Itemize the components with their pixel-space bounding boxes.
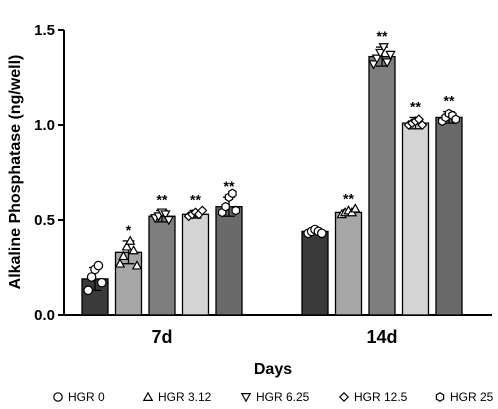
x-axis-title: Days	[254, 361, 292, 378]
data-point	[97, 277, 107, 288]
bar	[301, 230, 329, 316]
category-labels: 7d 14d	[151, 327, 397, 347]
bar	[435, 116, 463, 316]
data-point	[128, 244, 139, 255]
legend-item: HGR 6.25	[240, 390, 310, 404]
data-point	[417, 119, 428, 131]
data-point	[228, 188, 237, 199]
data-point	[221, 201, 230, 212]
data-point	[375, 48, 386, 59]
data-point	[385, 50, 396, 61]
bars	[81, 46, 463, 316]
category-label: 7d	[151, 327, 172, 347]
legend-label: HGR 0	[68, 390, 105, 404]
significance-label: **	[224, 178, 235, 194]
y-axis-title: Alkaline Phosphatase (ng/well)	[7, 55, 24, 290]
y-tick-label: 0.0	[34, 307, 55, 324]
significance-label: **	[343, 191, 354, 207]
data-point	[240, 393, 252, 403]
data-point	[338, 391, 350, 403]
data-point	[381, 58, 393, 68]
y-tick-label: 1.5	[34, 22, 55, 39]
data-points	[83, 43, 461, 296]
data-point	[83, 285, 93, 296]
data-point	[53, 392, 63, 402]
significance-label: **	[190, 192, 201, 208]
significance-label: **	[157, 192, 168, 208]
data-point	[350, 203, 361, 213]
data-point	[131, 260, 143, 270]
data-point	[114, 258, 126, 268]
data-point	[368, 60, 379, 70]
data-point	[316, 228, 327, 239]
legend-label: HGR 3.12	[158, 390, 212, 404]
data-point	[124, 235, 136, 245]
y-ticks: 0.0 0.5 1.0 1.5	[34, 22, 64, 324]
data-point	[435, 392, 445, 402]
data-point	[163, 216, 175, 226]
data-point	[118, 250, 129, 261]
bar	[148, 215, 176, 316]
y-tick-label: 1.0	[34, 117, 55, 134]
data-point	[371, 54, 383, 64]
bar	[334, 211, 363, 316]
legend-item: HGR 12.5	[338, 390, 408, 404]
legend-label: HGR 25	[450, 390, 494, 404]
significance-labels: *** ********** **	[126, 28, 455, 238]
bar	[368, 55, 396, 316]
data-point	[160, 210, 171, 220]
significance-label: **	[410, 98, 421, 114]
y-tick-label: 0.5	[34, 212, 55, 229]
significance-label: *	[126, 222, 132, 238]
significance-label: **	[444, 93, 455, 109]
legend-item: HGR 3.12	[142, 390, 212, 404]
data-point	[142, 391, 154, 401]
data-point	[121, 241, 133, 251]
legend: HGR 0 HGR 3.12 HGR 6.25 HGR 12.5 HGR 25	[53, 390, 494, 404]
bar	[215, 206, 243, 316]
significance-label: **	[377, 28, 388, 44]
data-point	[197, 205, 208, 216]
legend-label: HGR 6.25	[256, 390, 310, 404]
legend-item: HGR 0	[53, 390, 105, 404]
bar	[181, 213, 210, 316]
legend-item: HGR 25	[435, 390, 494, 404]
data-point	[231, 205, 241, 216]
data-point	[93, 260, 104, 271]
bar	[401, 122, 430, 316]
data-point	[378, 43, 389, 53]
data-point	[86, 272, 97, 282]
category-label: 14d	[366, 327, 397, 347]
legend-label: HGR 12.5	[354, 390, 408, 404]
data-point	[451, 114, 461, 125]
